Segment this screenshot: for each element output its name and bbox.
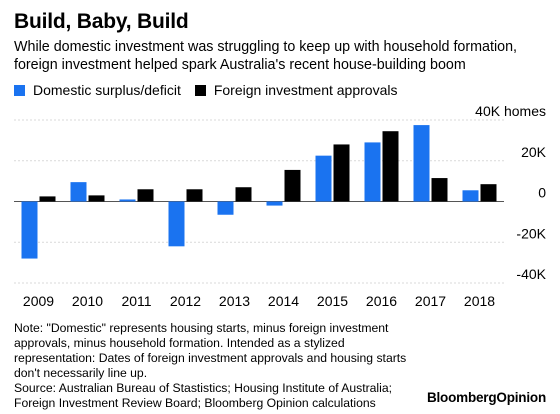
chart-title: Build, Baby, Build <box>14 10 189 33</box>
note-line: Foreign Investment Review Board; Bloombe… <box>14 396 376 410</box>
x-tick-label: 2015 <box>317 293 348 309</box>
note-line: Source: Australian Bureau of Stastistics… <box>14 381 393 395</box>
bar-foreign <box>186 189 203 202</box>
bar-layer <box>21 125 497 259</box>
bar-foreign <box>382 131 399 202</box>
note-line: approvals, minus household formation. In… <box>14 336 345 350</box>
y-tick-label: 0 <box>538 185 546 201</box>
legend-item-domestic: Domestic surplus/deficit <box>14 82 181 98</box>
bar-domestic <box>266 201 283 206</box>
bar-domestic <box>70 182 87 202</box>
label-layer: 40K homes 20K 0 -20K -40K 2009 2010 2011 2012 201… <box>23 104 547 309</box>
x-tick-label: 2018 <box>464 293 495 309</box>
x-tick-label: 2012 <box>170 293 201 309</box>
bar-chart: 40K homes 20K 0 -20K -40K 2009 2010 2011 2012 201… <box>14 104 547 309</box>
bar-foreign <box>431 178 448 202</box>
bar-domestic <box>217 201 234 215</box>
chart-subtitle: While domestic investment was struggling… <box>14 38 549 74</box>
x-tick-label: 2013 <box>219 293 250 309</box>
x-tick-label: 2010 <box>72 293 103 309</box>
legend-swatch-domestic <box>14 84 25 96</box>
subtitle-line: foreign investment helped spark Australi… <box>14 57 466 73</box>
y-tick-label: -20K <box>516 225 546 241</box>
bar-foreign <box>137 189 154 202</box>
bar-foreign <box>333 144 350 202</box>
bar-domestic <box>119 199 136 202</box>
bar-foreign <box>88 195 105 202</box>
y-tick-label: 40K homes <box>475 104 546 119</box>
legend-label-foreign: Foreign investment approvals <box>213 82 398 98</box>
x-tick-label: 2017 <box>415 293 446 309</box>
legend-item-foreign: Foreign investment approvals <box>194 82 398 98</box>
y-tick-label: -40K <box>516 266 546 282</box>
chart-note: Note: "Domestic" represents housing star… <box>14 321 414 411</box>
bar-domestic <box>364 142 381 202</box>
note-line: don't necessarily line up. <box>14 366 148 380</box>
bar-domestic <box>315 155 332 202</box>
bar-domestic <box>413 125 430 202</box>
bar-foreign <box>39 196 56 202</box>
y-tick-label: 20K <box>521 144 547 160</box>
x-tick-label: 2011 <box>121 293 151 309</box>
x-tick-label: 2014 <box>268 293 299 309</box>
note-line: Note: "Domestic" represents housing star… <box>14 321 389 335</box>
legend-label-domestic: Domestic surplus/deficit <box>33 82 181 98</box>
bloomberg-opinion-logo: BloombergOpinion <box>426 390 546 405</box>
bar-foreign <box>284 169 301 202</box>
bar-domestic <box>21 201 38 259</box>
subtitle-line: While domestic investment was struggling… <box>14 39 518 55</box>
bar-foreign <box>235 187 252 202</box>
grid-layer <box>14 119 504 284</box>
legend-swatch-foreign <box>194 84 206 96</box>
note-line: representation: Dates of foreign investm… <box>14 351 407 365</box>
x-tick-label: 2016 <box>366 293 397 309</box>
x-tick-label: 2009 <box>23 293 54 309</box>
bar-foreign <box>480 184 497 202</box>
bar-domestic <box>462 190 479 202</box>
bar-domestic <box>168 201 185 247</box>
chart-legend: Domestic surplus/deficit Foreign investm… <box>14 80 411 100</box>
